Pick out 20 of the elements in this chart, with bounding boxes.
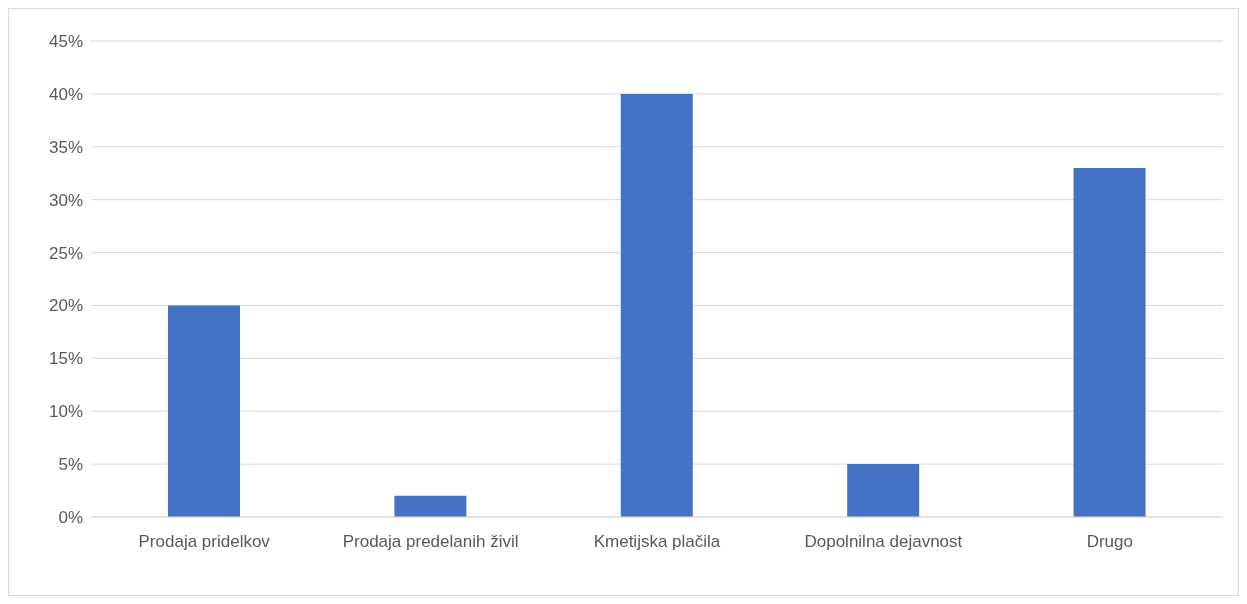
y-tick-label: 45% — [48, 32, 83, 52]
y-tick-label: 25% — [48, 243, 83, 263]
y-tick-label: 10% — [48, 402, 83, 422]
y-tick-label: 5% — [58, 455, 83, 475]
bar — [1073, 167, 1146, 517]
x-tick-label: Dopolnilna dejavnost — [804, 532, 963, 552]
x-tick-label: Kmetijska plačila — [593, 532, 721, 552]
y-tick-label: 0% — [58, 508, 83, 528]
y-tick-label: 35% — [48, 137, 83, 157]
bar — [394, 495, 467, 517]
bar — [167, 305, 240, 517]
bar — [847, 464, 920, 517]
y-tick-label: 15% — [48, 349, 83, 369]
y-tick-label: 20% — [48, 296, 83, 316]
x-tick-label: Prodaja pridelkov — [138, 532, 271, 552]
x-tick-label: Prodaja predelanih živil — [342, 532, 519, 552]
y-tick-label: 30% — [48, 190, 83, 210]
x-tick-label: Drugo — [1086, 532, 1133, 552]
y-tick-label: 40% — [48, 84, 83, 104]
bar — [620, 93, 693, 517]
